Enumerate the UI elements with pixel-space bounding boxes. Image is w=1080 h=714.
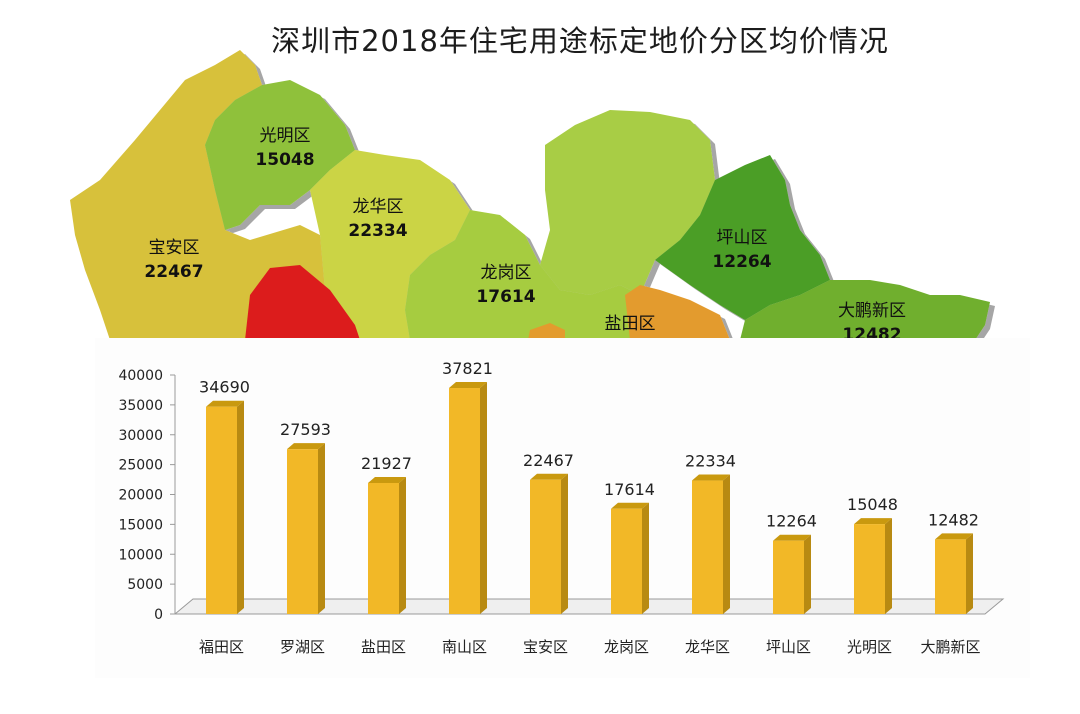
y-tick-label: 25000	[118, 458, 163, 474]
category-label: 坪山区	[766, 638, 811, 656]
bar	[773, 540, 804, 614]
bar	[935, 539, 966, 614]
data-label: 22334	[685, 452, 736, 471]
bar-side	[723, 474, 730, 614]
bar-side	[480, 382, 487, 614]
bar	[206, 406, 237, 614]
data-label: 12264	[766, 512, 817, 531]
map-label-longgang: 龙岗区	[481, 263, 532, 283]
map-value-longhua: 22334	[348, 221, 407, 241]
data-label: 37821	[442, 359, 493, 378]
map-region-nanshan	[245, 265, 360, 340]
bar	[449, 388, 480, 614]
data-label: 27593	[280, 420, 331, 439]
map-label-longhua: 龙华区	[353, 197, 404, 217]
data-label: 12482	[928, 510, 979, 529]
map-region-guangming	[205, 80, 355, 230]
map-region-central	[540, 110, 715, 295]
category-label: 龙华区	[685, 638, 730, 656]
category-label: 盐田区	[361, 638, 406, 656]
bar-top	[449, 382, 487, 389]
map-label-pingshan: 坪山区	[717, 228, 768, 248]
map-region-yantian	[625, 285, 730, 340]
bar-top	[773, 534, 811, 541]
bar-top	[368, 476, 406, 483]
data-label: 17614	[604, 480, 655, 499]
map-region-small-patch	[528, 323, 565, 340]
category-label: 大鹏新区	[920, 638, 980, 656]
bar-chart-svg: 0 5000 10000 15000 20000 25000 30000 35000 40000…	[118, 359, 1005, 656]
data-label: 15048	[847, 495, 898, 514]
map-value-dapeng: 12482	[842, 325, 901, 340]
y-tick-label: 10000	[118, 547, 163, 563]
bar	[854, 524, 885, 614]
category-label: 南山区	[442, 638, 487, 656]
bar-top	[287, 443, 325, 450]
y-tick-label: 30000	[118, 428, 163, 444]
bar	[692, 480, 723, 614]
bar	[611, 508, 642, 614]
bar-top	[935, 533, 973, 540]
map-region-pingshan	[655, 155, 830, 320]
map-label-dapeng: 大鹏新区	[838, 301, 906, 321]
bar	[530, 479, 561, 614]
y-tick-label: 40000	[118, 368, 163, 384]
bar-side	[642, 502, 649, 614]
map-region-longhua	[310, 150, 470, 340]
map-value-baoan: 22467	[144, 262, 203, 282]
map-region-dapeng	[740, 280, 990, 340]
chart-title: 深圳市2018年住宅用途标定地价分区均价情况	[271, 24, 889, 58]
bar-side	[966, 533, 973, 614]
bar-chart: 0 5000 10000 15000 20000 25000 30000 35000 40000…	[0, 338, 1080, 710]
y-tick-label: 5000	[127, 577, 163, 593]
category-label: 宝安区	[523, 638, 568, 656]
bar-side	[885, 518, 892, 614]
bar-side	[237, 400, 244, 614]
district-map: 宝安区 22467 光明区 15048 龙华区 22334 龙岗区 17614 …	[0, 40, 1080, 340]
map-label-yantian: 盐田区	[605, 314, 656, 334]
map-region-longgang	[405, 210, 640, 340]
y-tick-label: 15000	[118, 517, 163, 533]
bar	[287, 449, 318, 614]
map-value-longgang: 17614	[476, 287, 535, 307]
bar-side	[318, 443, 325, 614]
category-label: 光明区	[847, 638, 892, 656]
y-tick-label: 20000	[118, 488, 163, 504]
bar-top	[611, 502, 649, 509]
map-value-guangming: 15048	[255, 150, 314, 170]
bar-side	[804, 534, 811, 614]
bar-top	[854, 518, 892, 525]
bar-top	[692, 474, 730, 481]
map-region-baoan	[70, 50, 325, 340]
y-tick-label: 35000	[118, 398, 163, 414]
bar	[368, 482, 399, 614]
data-label: 34690	[199, 378, 250, 397]
map-value-pingshan: 12264	[712, 252, 771, 272]
category-label: 罗湖区	[280, 638, 325, 656]
map-label-baoan: 宝安区	[149, 238, 200, 258]
bar-top	[206, 400, 244, 407]
category-label: 福田区	[199, 638, 244, 656]
data-label: 22467	[523, 451, 574, 470]
category-label: 龙岗区	[604, 638, 649, 656]
map-label-guangming: 光明区	[260, 126, 311, 146]
bar-side	[399, 476, 406, 614]
y-tick-label: 0	[154, 607, 163, 623]
bar-top	[530, 473, 568, 480]
data-label: 21927	[361, 454, 412, 473]
bar-side	[561, 473, 568, 614]
